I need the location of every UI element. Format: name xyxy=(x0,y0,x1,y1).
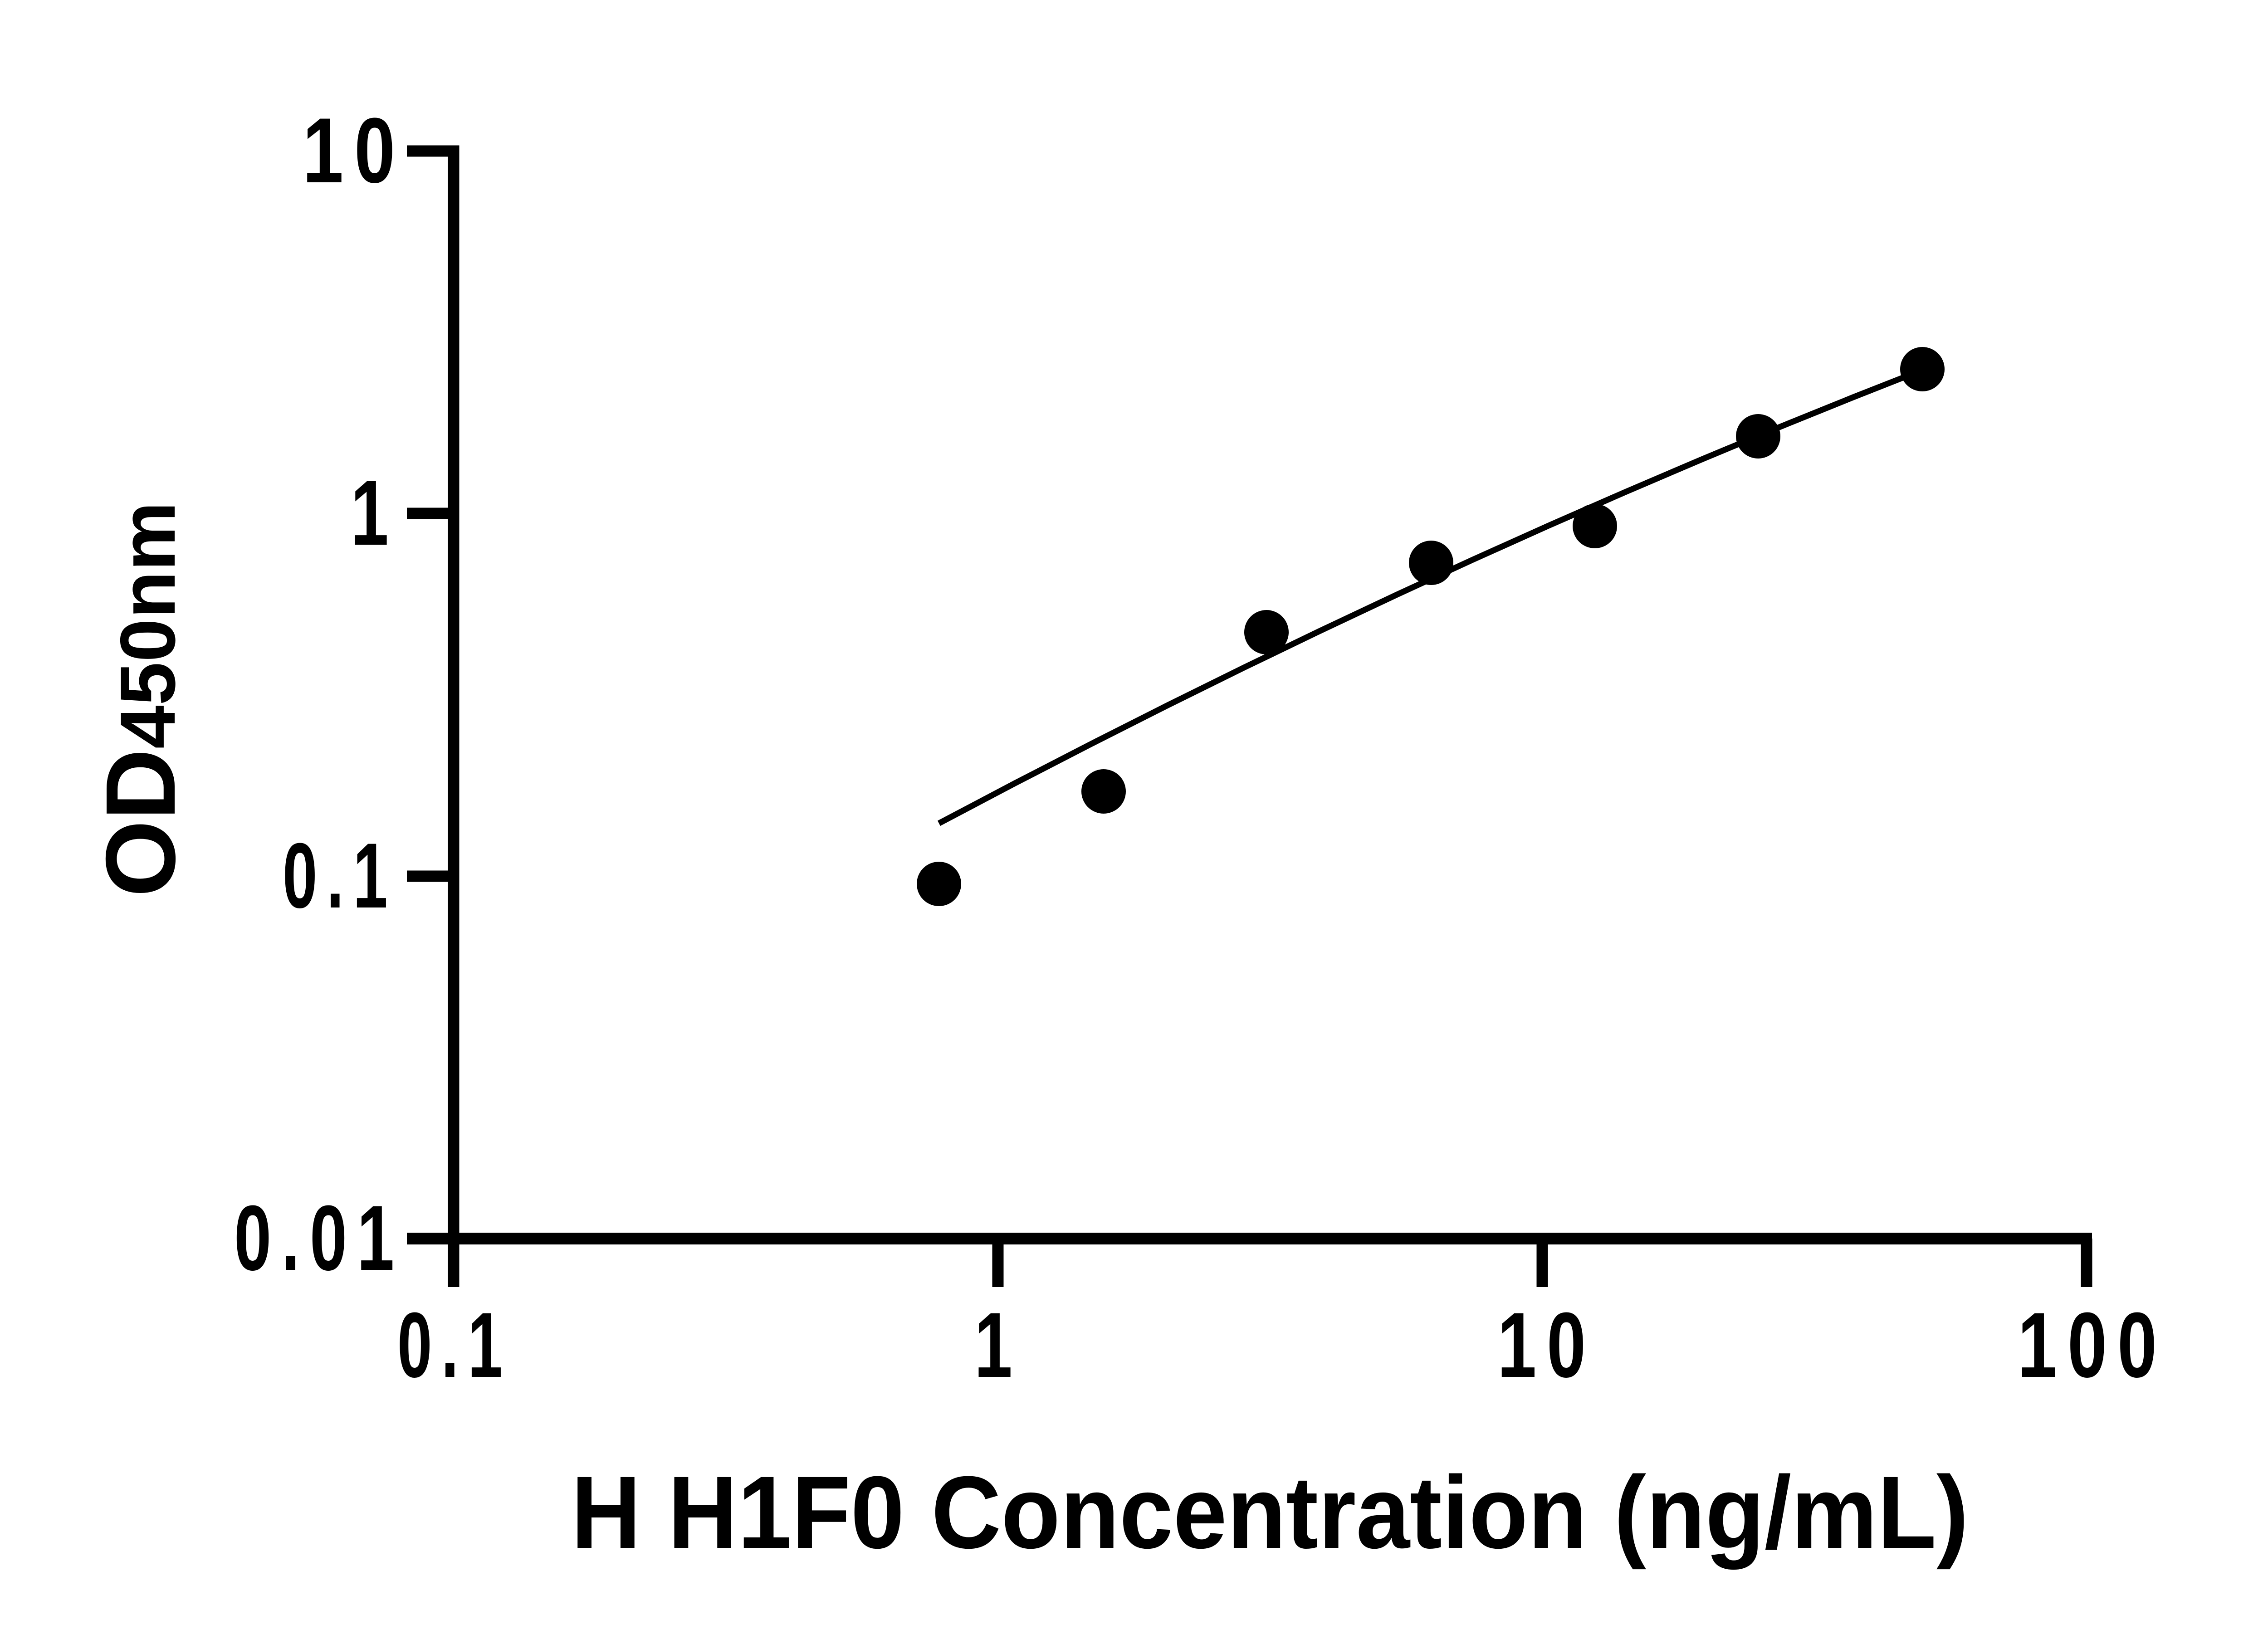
svg-text:1: 1 xyxy=(351,461,399,565)
svg-text:1: 1 xyxy=(974,1293,1022,1397)
svg-text:H H1F0 Concentration (ng/mL): H H1F0 Concentration (ng/mL) xyxy=(571,1455,1969,1570)
svg-text:0.01: 0.01 xyxy=(234,1186,404,1290)
svg-text:10: 10 xyxy=(303,99,406,202)
svg-text:10: 10 xyxy=(1497,1293,1596,1397)
svg-text:100: 100 xyxy=(2018,1293,2167,1397)
svg-text:0.1: 0.1 xyxy=(283,824,397,927)
svg-text:OD450nm: OD450nm xyxy=(86,502,196,897)
svg-text:0.1: 0.1 xyxy=(397,1293,512,1397)
